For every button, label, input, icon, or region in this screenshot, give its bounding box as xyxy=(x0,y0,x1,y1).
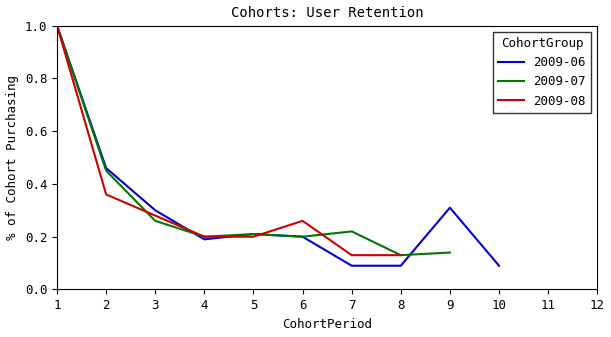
2009-06 xyxy=(496,264,503,268)
2009-07 xyxy=(200,235,208,239)
2009-06 xyxy=(299,235,306,239)
2009-07 xyxy=(103,169,110,173)
2009-08 xyxy=(53,24,60,28)
2009-07 xyxy=(152,219,159,223)
2009-06 xyxy=(103,166,110,170)
2009-08 xyxy=(103,192,110,196)
Line: 2009-07: 2009-07 xyxy=(57,26,450,255)
2009-08 xyxy=(299,219,306,223)
X-axis label: CohortPeriod: CohortPeriod xyxy=(282,318,372,331)
2009-07 xyxy=(397,253,404,257)
2009-07 xyxy=(348,229,356,234)
2009-08 xyxy=(250,235,257,239)
2009-08 xyxy=(200,235,208,239)
Line: 2009-08: 2009-08 xyxy=(57,26,401,255)
2009-06 xyxy=(152,208,159,212)
2009-07 xyxy=(250,232,257,236)
2009-07 xyxy=(446,250,453,254)
Y-axis label: % of Cohort Purchasing: % of Cohort Purchasing xyxy=(6,75,20,240)
2009-06 xyxy=(446,206,453,210)
2009-06 xyxy=(200,237,208,241)
Title: Cohorts: User Retention: Cohorts: User Retention xyxy=(231,6,423,20)
2009-08 xyxy=(152,214,159,218)
2009-06 xyxy=(397,264,404,268)
2009-08 xyxy=(397,253,404,257)
Legend: 2009-06, 2009-07, 2009-08: 2009-06, 2009-07, 2009-08 xyxy=(494,32,591,113)
2009-06 xyxy=(250,232,257,236)
2009-06 xyxy=(53,24,60,28)
2009-08 xyxy=(348,253,356,257)
2009-07 xyxy=(299,235,306,239)
2009-07 xyxy=(53,24,60,28)
Line: 2009-06: 2009-06 xyxy=(57,26,499,266)
2009-06 xyxy=(348,264,356,268)
